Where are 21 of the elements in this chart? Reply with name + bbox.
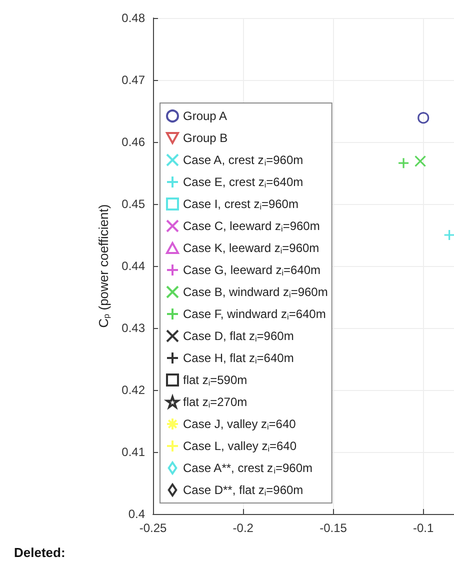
- point: [444, 229, 454, 241]
- y-tick-label: 0.48: [122, 11, 146, 25]
- point: [418, 112, 430, 124]
- point: [398, 157, 410, 169]
- y-tick-label: 0.46: [122, 135, 146, 149]
- point: [414, 155, 426, 168]
- y-axis-title: Cp (power coefficient): [96, 204, 112, 328]
- y-tick-label: 0.47: [122, 73, 146, 87]
- x-tick-label: -0.15: [320, 521, 348, 535]
- text: Deleted:: [14, 545, 66, 560]
- x-tick-label: -0.1: [413, 521, 434, 535]
- legend-label: Group A: [183, 109, 228, 123]
- y-tick-label: 0.44: [122, 259, 146, 273]
- x-tick-label: -0.25: [139, 521, 167, 535]
- x-tick-label: -0.2: [232, 521, 254, 535]
- y-tick-label: 0.43: [122, 321, 146, 335]
- y-tick-label: 0.41: [122, 445, 146, 459]
- legend-label: Group B: [183, 131, 228, 145]
- y-tick-label: 0.45: [122, 197, 146, 211]
- y-tick-label: 0.4: [128, 507, 146, 521]
- y-tick-label: 0.42: [122, 383, 146, 397]
